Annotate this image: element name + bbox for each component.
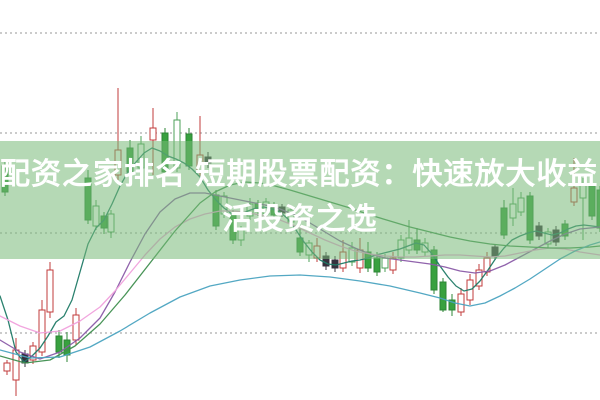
candle-body bbox=[1, 165, 9, 193]
candle-body bbox=[483, 257, 491, 273]
candle-body bbox=[517, 197, 525, 213]
candle-body bbox=[72, 314, 80, 341]
candle-body bbox=[339, 251, 347, 269]
candle-body bbox=[84, 177, 92, 221]
candle-body bbox=[229, 214, 237, 241]
candle-body bbox=[92, 205, 100, 227]
candle-body bbox=[579, 183, 587, 199]
candle-body bbox=[570, 187, 578, 203]
candle-body bbox=[500, 207, 508, 236]
candle-body bbox=[114, 149, 122, 176]
candle-body bbox=[29, 345, 37, 361]
candle-body bbox=[126, 147, 134, 173]
candle-body bbox=[55, 335, 63, 353]
candle-body bbox=[413, 239, 421, 251]
candle-body bbox=[204, 156, 212, 164]
candle-body bbox=[237, 229, 245, 241]
candle-body bbox=[588, 185, 596, 217]
candle-body bbox=[439, 281, 447, 311]
candle-body bbox=[46, 269, 54, 313]
candle-body bbox=[38, 309, 46, 353]
candle-body bbox=[373, 257, 381, 273]
candle-body bbox=[196, 154, 204, 173]
candle-body bbox=[381, 257, 389, 269]
candle-body bbox=[405, 237, 413, 251]
candle-body bbox=[457, 293, 465, 313]
candle-body bbox=[552, 229, 560, 243]
ma-cyan bbox=[0, 241, 600, 359]
candle-body bbox=[149, 127, 157, 141]
candle-body bbox=[509, 203, 517, 219]
candle-body bbox=[3, 362, 11, 372]
candle-body bbox=[107, 213, 115, 233]
candle-body bbox=[491, 246, 499, 257]
candle-body bbox=[185, 133, 193, 167]
candle-body bbox=[448, 299, 456, 311]
